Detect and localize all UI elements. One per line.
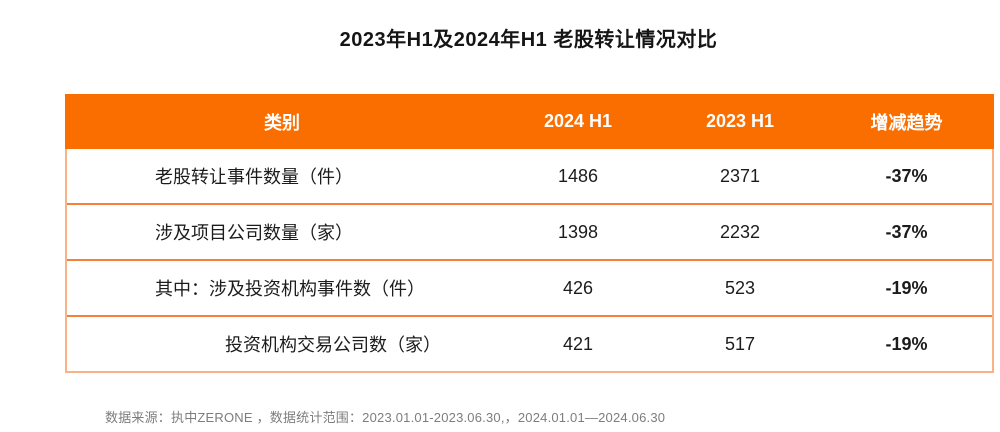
figure: 2023年H1及2024年H1 老股转让情况对比 类别 2024 H1 2023… [65, 0, 994, 426]
trend-value: -19% [885, 277, 928, 298]
value-2023: 523 [724, 277, 756, 298]
row-label: 老股转让事件数量（件） [155, 167, 353, 187]
value-2024: 1398 [557, 221, 599, 242]
table-row: 投资机构交易公司数（家） 421 517 -19% [67, 315, 992, 371]
value-2023: 2232 [719, 221, 761, 242]
value-2024: 426 [562, 277, 594, 298]
row-label: 涉及项目公司数量（家） [155, 223, 353, 243]
table-row: 老股转让事件数量（件） 1486 2371 -37% [67, 149, 992, 203]
row-label: 其中：涉及投资机构事件数（件） [155, 279, 425, 299]
table-header-row: 类别 2024 H1 2023 H1 增减趋势 [65, 94, 994, 149]
column-header-category: 类别 [264, 112, 300, 133]
trend-value: -19% [885, 333, 928, 354]
table-row: 涉及项目公司数量（家） 1398 2232 -37% [67, 203, 992, 259]
page-title: 2023年H1及2024年H1 老股转让情况对比 [339, 29, 718, 51]
row-label: 投资机构交易公司数（家） [225, 335, 441, 355]
column-header-2024h1: 2024 H1 [543, 111, 613, 131]
data-source-note: 数据来源：执中ZERONE ，数据统计范围：2023.01.01-2023.06… [105, 410, 666, 425]
column-header-trend: 增减趋势 [870, 112, 943, 133]
trend-value: -37% [885, 165, 928, 186]
trend-value: -37% [885, 221, 928, 242]
value-2024: 421 [562, 333, 594, 354]
value-2023: 517 [724, 333, 756, 354]
table-row: 其中：涉及投资机构事件数（件） 426 523 -19% [67, 259, 992, 315]
comparison-table: 类别 2024 H1 2023 H1 增减趋势 老股转让事件数量（件） 1486… [65, 94, 994, 373]
column-header-2023h1: 2023 H1 [705, 111, 775, 131]
value-2024: 1486 [557, 165, 599, 186]
value-2023: 2371 [719, 165, 761, 186]
